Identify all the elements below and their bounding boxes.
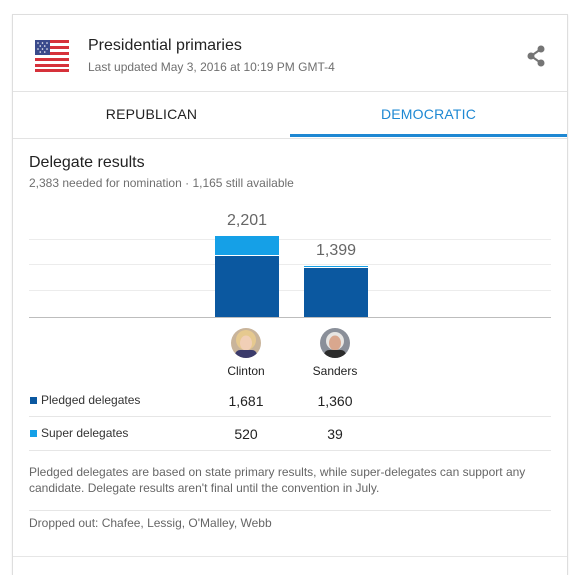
row-divider (29, 510, 551, 511)
primaries-card: Presidential primaries Last updated May … (12, 14, 568, 575)
pledged-swatch (30, 397, 37, 404)
bar-total-sanders: 1,399 (315, 242, 357, 259)
bar-pledged-sanders (304, 268, 368, 317)
pledged-value-sanders: 1,360 (317, 393, 353, 409)
candidate-name-sanders: Sanders (312, 364, 358, 378)
super-swatch (30, 430, 37, 437)
row-divider (29, 450, 551, 451)
section-subtitle: 2,383 needed for nomination · 1,165 stil… (29, 176, 294, 190)
super-label: Super delegates (41, 426, 129, 440)
us-flag-icon (35, 40, 69, 72)
chart-baseline (29, 317, 551, 318)
party-tabs: REPUBLICAN DEMOCRATIC (13, 91, 567, 139)
super-value-clinton: 520 (234, 426, 258, 442)
avatar-sanders[interactable] (320, 328, 350, 358)
tab-democratic[interactable]: DEMOCRATIC (380, 106, 477, 122)
super-value-sanders: 39 (327, 426, 343, 442)
candidate-name-clinton: Clinton (227, 364, 265, 378)
card-header: Presidential primaries Last updated May … (13, 15, 567, 91)
bar-total-clinton: 2,201 (226, 212, 268, 229)
share-icon[interactable] (525, 44, 547, 68)
row-divider (29, 416, 551, 417)
tab-republican[interactable]: REPUBLICAN (105, 106, 198, 122)
bar-super-clinton (215, 236, 279, 255)
pledged-value-clinton: 1,681 (228, 393, 264, 409)
card-title: Presidential primaries (88, 37, 242, 54)
bar-pledged-clinton (215, 256, 279, 317)
chart-gridline (29, 290, 551, 291)
delegate-note: Pledged delegates are based on state pri… (29, 465, 526, 495)
chart-gridline (29, 264, 551, 265)
card-bottom-divider (13, 556, 567, 557)
selected-tab-indicator (290, 134, 567, 137)
chart-gridline (29, 239, 551, 240)
super-row: Super delegates 520 39 (29, 417, 551, 450)
last-updated-text: Last updated May 3, 2016 at 10:19 PM GMT… (88, 60, 335, 74)
pledged-label: Pledged delegates (41, 393, 141, 407)
dropped-out-text: Dropped out: Chafee, Lessig, O'Malley, W… (29, 516, 272, 530)
bar-super-sanders (304, 266, 368, 267)
section-title: Delegate results (29, 154, 145, 171)
avatar-clinton[interactable] (231, 328, 261, 358)
pledged-row: Pledged delegates 1,681 1,360 (29, 384, 551, 417)
